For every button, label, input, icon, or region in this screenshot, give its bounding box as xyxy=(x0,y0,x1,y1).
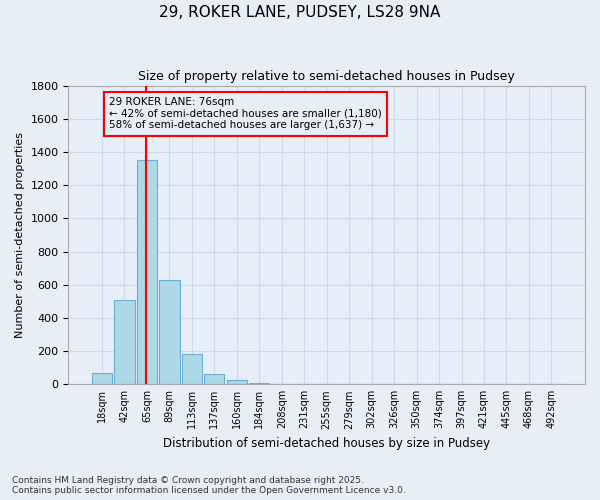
Bar xyxy=(227,380,247,384)
Text: Contains HM Land Registry data © Crown copyright and database right 2025.
Contai: Contains HM Land Registry data © Crown c… xyxy=(12,476,406,495)
Bar xyxy=(92,372,112,384)
Bar xyxy=(249,382,269,384)
Text: 29 ROKER LANE: 76sqm
← 42% of semi-detached houses are smaller (1,180)
58% of se: 29 ROKER LANE: 76sqm ← 42% of semi-detac… xyxy=(109,97,382,130)
Bar xyxy=(137,160,157,384)
Bar xyxy=(204,374,224,384)
Bar xyxy=(115,300,134,384)
Bar xyxy=(182,354,202,384)
Text: 29, ROKER LANE, PUDSEY, LS28 9NA: 29, ROKER LANE, PUDSEY, LS28 9NA xyxy=(160,5,440,20)
X-axis label: Distribution of semi-detached houses by size in Pudsey: Distribution of semi-detached houses by … xyxy=(163,437,490,450)
Title: Size of property relative to semi-detached houses in Pudsey: Size of property relative to semi-detach… xyxy=(139,70,515,83)
Bar xyxy=(159,280,179,384)
Y-axis label: Number of semi-detached properties: Number of semi-detached properties xyxy=(15,132,25,338)
